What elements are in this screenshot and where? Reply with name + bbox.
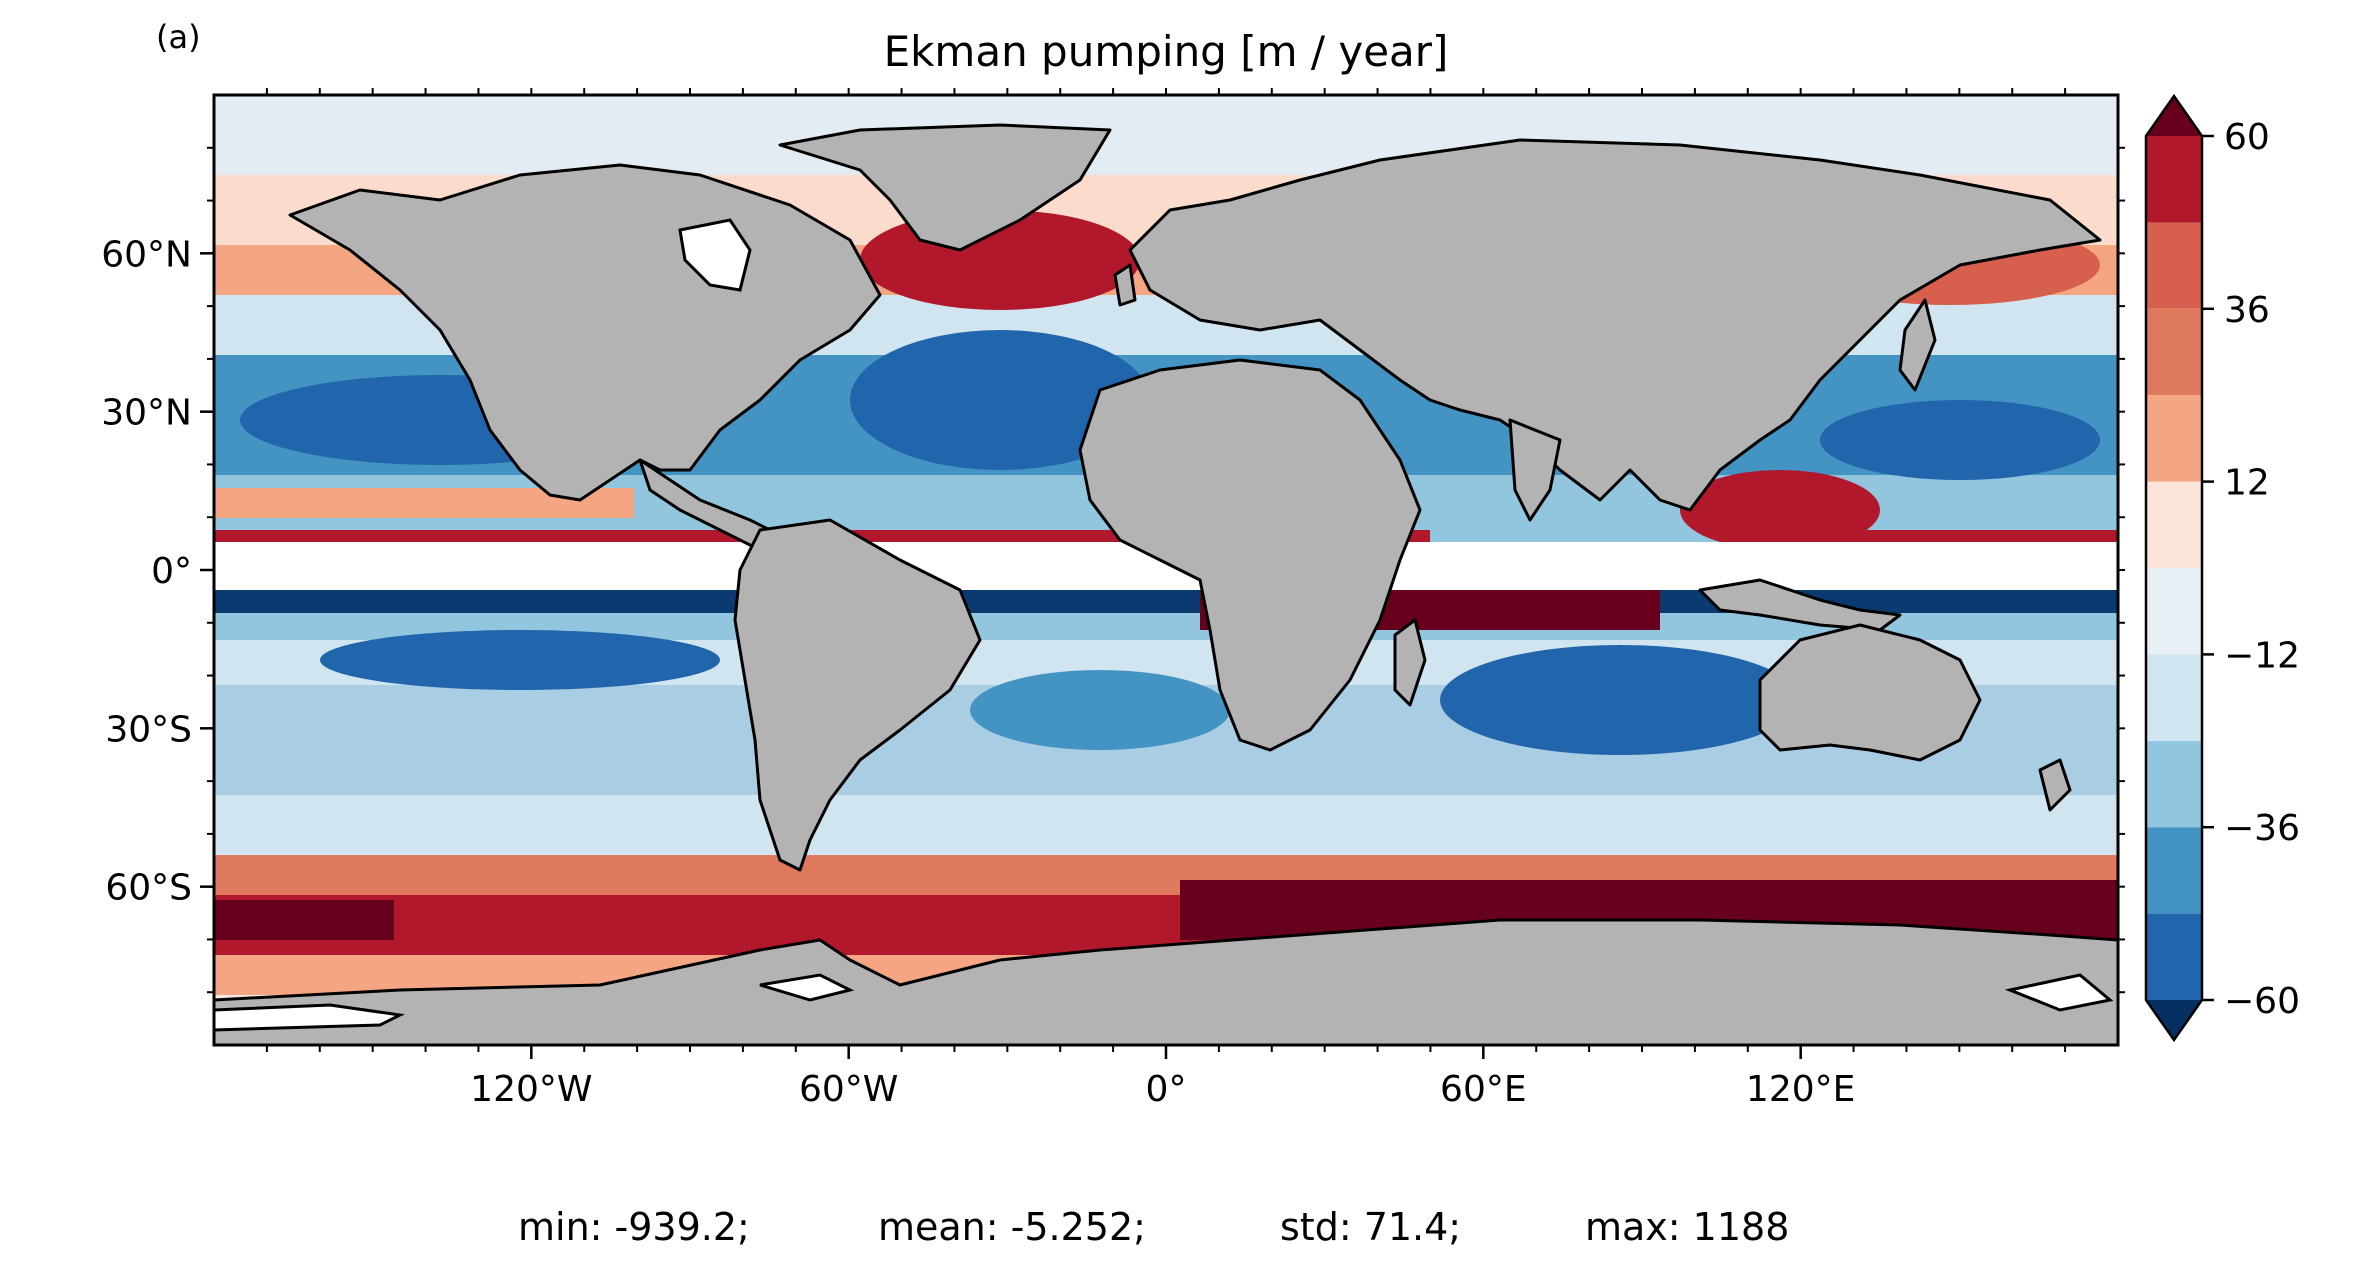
axis-ticks: 120°W 60°W 0° 60°E 120°E 60°N 30°N 0° 30°S 60°S [101, 88, 2125, 1110]
land-new-zealand [2038, 758, 2072, 812]
colorbar-extend-low [2146, 1000, 2202, 1040]
colorbar-tick-label: −12 [2224, 635, 2300, 676]
land-greenland [778, 123, 1112, 252]
land-antarctica [214, 918, 2118, 1045]
stat-max: max: 1188 [1585, 1205, 1789, 1249]
colorbar-segment [2146, 827, 2202, 914]
land-madagascar [1393, 618, 1427, 707]
colorbar-segment [2146, 136, 2202, 223]
land-africa [1078, 358, 1422, 752]
colorbar-segment [2146, 308, 2202, 396]
land-british-isles [1113, 263, 1137, 307]
weddell-ice-shelf [759, 973, 855, 1002]
colorbar-tick-label: −60 [2224, 981, 2300, 1022]
stat-mean: mean: -5.252; [878, 1205, 1146, 1249]
colorbar-segment [2146, 568, 2202, 655]
chart-title: Ekman pumping [m / year] [884, 27, 1449, 76]
ross-ice-shelf [214, 1003, 405, 1032]
colorbar-segment [2146, 222, 2202, 309]
x-tick-label: 0° [1146, 1069, 1187, 1110]
amery-ice-shelf [2004, 973, 2114, 1012]
hudson-bay [678, 218, 752, 292]
land-japan [1898, 298, 1937, 392]
y-tick-label: 30°N [101, 393, 192, 434]
colorbar-segment [2146, 654, 2202, 741]
x-tick-label: 60°E [1440, 1069, 1527, 1110]
x-tick-label: 60°W [799, 1069, 898, 1110]
colorbar-segment [2146, 913, 2202, 1000]
land-australia [1758, 623, 1982, 762]
land-maritime-continent [1698, 578, 1902, 632]
y-tick-label: 0° [151, 551, 192, 592]
colorbar-tick-label: −36 [2224, 808, 2300, 849]
y-tick-label: 60°S [105, 868, 192, 909]
y-tick-label: 60°N [101, 234, 192, 275]
colorbar-tick-label: 60 [2224, 117, 2270, 158]
colorbar-segment [2146, 740, 2202, 828]
x-tick-label: 120°W [470, 1069, 592, 1110]
land-eurasia [1128, 138, 2102, 512]
land-india [1508, 418, 1562, 522]
stat-min: min: -939.2; [518, 1205, 750, 1249]
map-area [214, 95, 2118, 1045]
land-south-america [733, 518, 982, 872]
colorbar-segment [2146, 395, 2202, 482]
colorbar-extend-high [2146, 96, 2202, 136]
land [214, 123, 2118, 1045]
stat-std: std: 71.4; [1280, 1205, 1461, 1249]
colorbar-tick-label: 36 [2224, 290, 2270, 331]
colorbar: 60 36 12 −12 −36 −60 [2144, 93, 2300, 1043]
colorbar-tick-label: 12 [2224, 463, 2270, 504]
panel-label: (a) [156, 18, 201, 56]
colorbar-segment [2146, 481, 2202, 568]
x-tick-label: 120°E [1746, 1069, 1855, 1110]
ice-shelves [214, 218, 2114, 1032]
y-tick-label: 30°S [105, 709, 192, 750]
